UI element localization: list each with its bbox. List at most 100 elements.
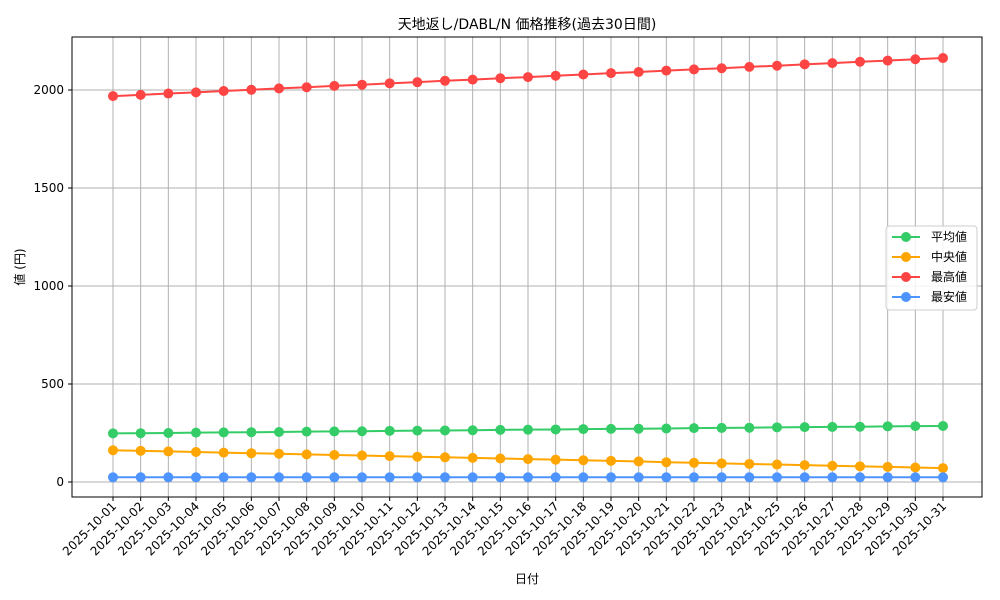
data-point: [633, 456, 644, 467]
data-point: [689, 423, 699, 434]
data-point: [467, 425, 478, 436]
data-point: [191, 427, 201, 438]
data-point: [578, 472, 589, 483]
data-point: [329, 80, 340, 91]
data-point: [357, 426, 367, 437]
data-point: [882, 472, 893, 483]
data-point: [689, 472, 699, 483]
y-tick-label: 1500: [33, 181, 64, 195]
data-point: [329, 426, 340, 437]
data-point: [827, 472, 838, 483]
data-point: [938, 53, 948, 64]
data-point: [633, 423, 644, 434]
series-1: [108, 445, 948, 474]
data-point: [440, 452, 450, 463]
data-point: [218, 85, 229, 96]
data-point: [440, 472, 450, 483]
y-tick-label: 1000: [33, 279, 64, 293]
series-layer: [108, 53, 948, 483]
data-point: [689, 457, 699, 468]
data-point: [799, 472, 810, 483]
data-point: [661, 457, 672, 468]
data-point: [772, 60, 782, 71]
data-point: [246, 84, 257, 95]
data-point: [384, 78, 395, 89]
data-point: [135, 428, 146, 439]
data-point: [523, 454, 533, 465]
data-point: [661, 423, 672, 434]
data-point: [744, 61, 755, 72]
data-point: [301, 426, 312, 437]
data-point: [523, 472, 533, 483]
y-tick-label: 0: [56, 475, 64, 489]
legend-label: 最高値: [931, 269, 967, 284]
legend-label: 平均値: [931, 229, 967, 244]
data-point: [882, 55, 893, 66]
y-axis: 0 500 1000 1500 2000: [33, 83, 72, 489]
data-point: [827, 460, 838, 471]
data-point: [523, 424, 533, 435]
data-point: [384, 451, 395, 462]
data-point: [855, 461, 865, 472]
data-point: [108, 445, 118, 456]
x-axis: 2025-10-012025-10-022025-10-032025-10-04…: [60, 497, 949, 558]
data-point: [412, 472, 423, 483]
data-point: [606, 455, 616, 466]
data-point: [467, 472, 478, 483]
data-point: [467, 452, 478, 463]
data-point: [274, 83, 284, 94]
data-point: [550, 70, 561, 81]
x-axis-label: 日付: [515, 572, 539, 586]
data-point: [606, 68, 616, 79]
data-point: [772, 459, 782, 470]
data-point: [329, 449, 340, 460]
data-point: [467, 74, 478, 85]
data-point: [855, 56, 865, 67]
series-2: [108, 53, 948, 102]
data-point: [633, 66, 644, 77]
data-point: [495, 424, 506, 435]
data-point: [882, 421, 893, 432]
data-point: [578, 424, 589, 435]
data-point: [578, 455, 589, 466]
data-point: [938, 420, 948, 431]
data-point: [191, 447, 201, 458]
data-point: [246, 472, 257, 483]
data-point: [550, 424, 561, 435]
data-point: [108, 472, 118, 483]
data-point: [938, 463, 948, 474]
data-point: [910, 472, 921, 483]
series-0: [108, 420, 948, 439]
data-point: [357, 472, 367, 483]
data-point: [578, 69, 589, 80]
data-point: [744, 422, 755, 433]
data-point: [661, 65, 672, 76]
data-point: [550, 472, 561, 483]
legend-marker: [901, 252, 911, 262]
data-point: [218, 447, 229, 458]
data-point: [772, 472, 782, 483]
data-point: [799, 460, 810, 471]
data-point: [301, 449, 312, 460]
data-point: [329, 472, 340, 483]
data-point: [135, 472, 146, 483]
data-point: [716, 472, 727, 483]
data-point: [274, 427, 284, 438]
data-point: [523, 72, 533, 83]
data-point: [191, 472, 201, 483]
data-point: [191, 87, 201, 98]
data-point: [633, 472, 644, 483]
data-point: [218, 427, 229, 438]
legend-box: [885, 225, 978, 311]
data-point: [163, 428, 174, 438]
data-point: [440, 75, 450, 86]
data-point: [384, 472, 395, 483]
legend-marker: [901, 292, 911, 302]
data-point: [495, 73, 506, 84]
data-point: [855, 421, 865, 432]
data-point: [440, 425, 450, 436]
data-point: [855, 472, 865, 483]
data-point: [716, 422, 727, 433]
